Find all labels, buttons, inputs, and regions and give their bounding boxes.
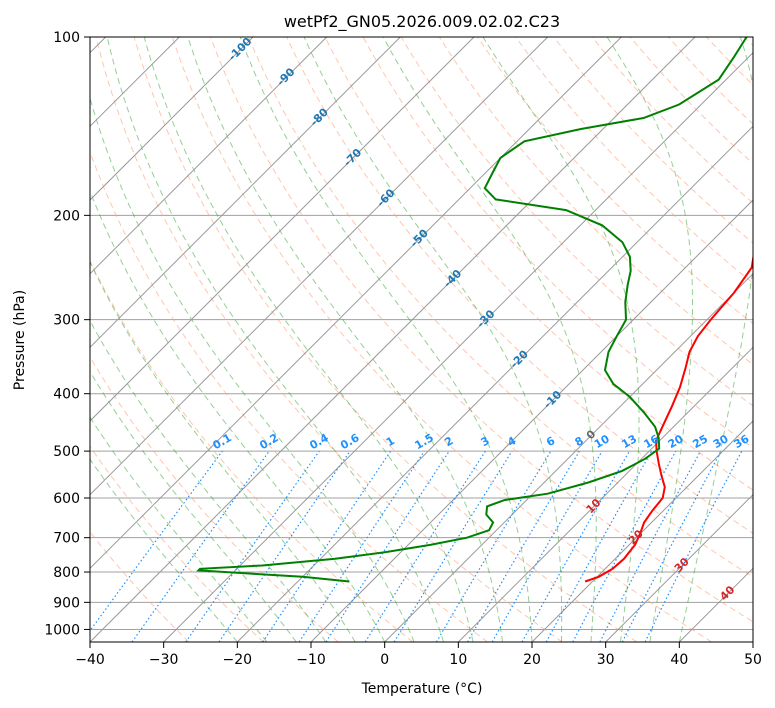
mixing-ratio-line — [325, 450, 450, 642]
x-tick-label: −30 — [149, 652, 179, 668]
mixing-ratio-line — [572, 450, 677, 642]
y-axis-label: Pressure (hPa) — [12, 290, 28, 390]
chart-title: wetPf2_GN05.2026.009.02.02.C23 — [284, 12, 560, 32]
mixing-ratio-line — [218, 450, 351, 642]
dry-adiabat — [95, 37, 563, 642]
moist-adiabat — [90, 370, 297, 642]
isotherm-line — [90, 37, 254, 201]
x-tick-label: −20 — [223, 652, 253, 668]
moist-adiabat — [90, 189, 386, 642]
isotherm-line — [310, 199, 753, 642]
isotherm-line — [605, 493, 753, 642]
isotherm-line — [236, 125, 753, 642]
isotherm-line — [90, 37, 696, 642]
y-tick-label: 1000 — [44, 622, 80, 638]
isotherm-line — [90, 37, 549, 496]
temperature-profile-line — [584, 253, 753, 583]
background-lines — [90, 37, 753, 642]
x-tick-label: 30 — [597, 652, 615, 668]
moist-adiabat — [678, 37, 753, 642]
moist-adiabat — [482, 37, 640, 642]
x-axis: −40 −30 −20 −10 0 10 20 30 40 50 — [75, 642, 762, 668]
isotherm-line — [90, 37, 328, 275]
y-tick-label: 600 — [53, 491, 80, 507]
dry-adiabat — [210, 37, 753, 623]
mixing-ratio-line — [90, 450, 223, 632]
moist-adiabat — [382, 37, 597, 642]
dry-adiabat — [286, 37, 753, 534]
mixing-ratio-line — [185, 450, 320, 642]
y-tick-label: 300 — [53, 313, 80, 329]
y-tick-label: 200 — [53, 208, 80, 224]
y-tick-label: 500 — [53, 444, 80, 460]
moist-adiabat — [606, 37, 693, 642]
y-tick-label: 700 — [53, 531, 80, 547]
isotherm-line — [90, 37, 475, 422]
x-tick-label: 0 — [380, 652, 389, 668]
mixing-ratio-line — [521, 450, 631, 642]
profile-lines — [196, 37, 753, 583]
y-tick-label: 800 — [53, 565, 80, 581]
dry-adiabat — [324, 37, 753, 491]
moist-adiabat — [143, 37, 474, 642]
dry-adiabat — [171, 37, 712, 642]
moist-adiabat — [303, 37, 563, 642]
moist-adiabat — [90, 458, 238, 642]
mixing-ratio-line — [131, 450, 270, 642]
moist-adiabat — [90, 260, 356, 642]
isotherm-line — [457, 346, 753, 642]
moist-adiabat — [106, 37, 445, 642]
moist-adiabat — [90, 416, 268, 642]
x-axis-label: Temperature (°C) — [361, 681, 483, 697]
y-tick-label: 900 — [53, 595, 80, 611]
dry-adiabat — [248, 37, 753, 578]
x-tick-label: 50 — [744, 652, 762, 668]
mixing-ratio-line — [262, 450, 392, 642]
mixing-ratio-line — [393, 450, 513, 642]
moist-adiabat — [239, 37, 533, 642]
dewpoint-profile-line — [196, 37, 748, 583]
x-tick-label: 10 — [449, 652, 467, 668]
y-tick-label: 400 — [53, 387, 80, 403]
y-axis: 1000 900 800 700 600 500 400 300 200 100 — [44, 30, 90, 638]
isotherm-line — [90, 37, 401, 349]
dry-adiabat — [90, 356, 339, 642]
moist-adiabat — [187, 37, 503, 642]
isotherm-line — [531, 420, 753, 642]
dry-adiabat — [515, 37, 753, 284]
mixing-ratio-line — [545, 450, 653, 642]
x-tick-label: 40 — [670, 652, 688, 668]
x-tick-label: 20 — [523, 652, 541, 668]
dry-adiabat — [90, 259, 414, 642]
dry-adiabat — [133, 37, 638, 642]
isotherm-line — [90, 37, 622, 570]
moist-adiabat — [90, 319, 327, 642]
y-tick-label: 100 — [53, 30, 80, 46]
dry-adiabat — [90, 445, 264, 642]
isotherm-line — [163, 51, 753, 642]
mixing-ratio-line — [644, 450, 743, 642]
plot-frame — [89, 36, 754, 643]
isotherm-line — [384, 272, 753, 642]
mixing-ratio-line — [298, 450, 425, 642]
x-tick-label: −40 — [75, 652, 105, 668]
x-tick-label: −10 — [296, 652, 326, 668]
